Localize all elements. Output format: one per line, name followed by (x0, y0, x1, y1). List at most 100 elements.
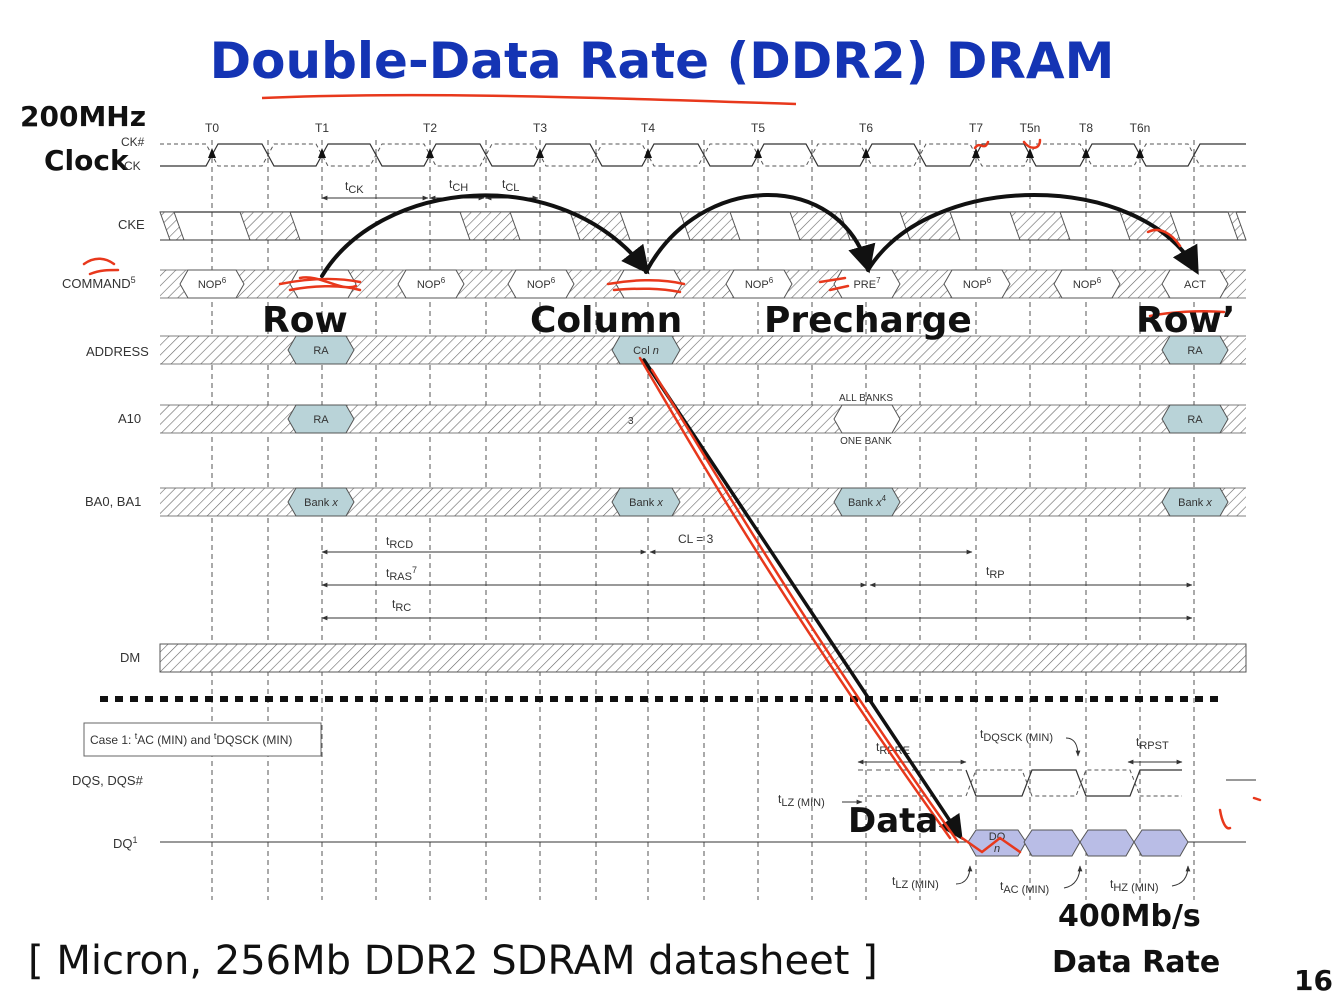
tck-measure: tCK tCH tCL (321, 177, 539, 201)
annotation-precharge: Precharge (764, 300, 972, 341)
dm-hatch (159, 643, 1247, 673)
svg-text:tDQSCK (MIN): tDQSCK (MIN) (980, 727, 1053, 744)
signal-label-dqs: DQS, DQS# (72, 773, 144, 788)
a10-all-banks: ALL BANKS (839, 393, 893, 404)
dq-bus: DOn (160, 829, 1246, 857)
timing-spans: tRCD CL = 3 tRAS7 tRP tRC (321, 532, 1193, 621)
tcl-label: CL (505, 182, 519, 194)
svg-text:Bank x: Bank x (1178, 497, 1212, 509)
annotation-rate: 400Mb/s (1058, 899, 1201, 934)
command-bus: NOP6 NOP6 NOP6 NOP6 PRE7 NOP6 NOP6 ACT (160, 269, 1246, 299)
a10-pre-t6 (833, 404, 901, 434)
svg-text:tRC: tRC (392, 597, 411, 614)
svg-text:PRE7: PRE7 (853, 276, 881, 291)
tcl-t: t (502, 177, 506, 191)
clock-label-word: Clock (44, 144, 130, 177)
ck-waveform (160, 143, 1246, 167)
svg-text:tRP: tRP (986, 564, 1005, 581)
svg-text:NOP6: NOP6 (527, 276, 556, 291)
tick-label-t6: T6 (859, 121, 873, 135)
signal-label-address: ADDRESS (86, 344, 149, 359)
dq-beat-3 (1133, 829, 1189, 857)
tick-label-t8: T8 (1079, 121, 1093, 135)
annotation-row: Row (262, 300, 348, 341)
pen-arcs (320, 193, 1199, 841)
dq-beat-1 (1023, 829, 1081, 857)
svg-text:NOP6: NOP6 (1073, 276, 1102, 291)
tlz-upper-label: LZ (MIN) (781, 797, 824, 809)
clock-gridlines (211, 140, 1195, 900)
signal-label-ba: BA0, BA1 (85, 494, 141, 509)
dq-n-label: n (994, 843, 1000, 855)
tick-label-t5: T5 (751, 121, 765, 135)
tac-label: AC (MIN) (1003, 884, 1049, 896)
red-ink (82, 138, 1262, 854)
signal-label-dm: DM (120, 650, 140, 665)
tick-label-t1: T1 (315, 121, 329, 135)
tick-label-t7: T7 (969, 121, 983, 135)
annotation-rate-unit: Data Rate (1052, 945, 1220, 980)
svg-text:tHZ (MIN): tHZ (MIN) (1110, 877, 1159, 894)
svg-text:tRPST: tRPST (1136, 735, 1169, 752)
tch-label: CH (452, 182, 468, 194)
trc-label: RC (395, 602, 411, 614)
cmd-read-t4 (615, 269, 683, 299)
signal-label-ck-hash: CK# (121, 135, 145, 149)
slide-title: Double-Data Rate (DDR2) DRAM (210, 32, 1115, 90)
page-number: 16 (1294, 964, 1333, 997)
annotation-data: Data (848, 801, 938, 841)
tlz-lower-label: LZ (MIN) (895, 879, 938, 891)
trcd-label: RCD (389, 539, 413, 551)
svg-text:RA: RA (313, 345, 329, 357)
dqs-waveform (858, 769, 1256, 797)
a10-note: 3 (628, 416, 634, 427)
svg-text:Col n: Col n (633, 345, 659, 357)
svg-text:Bank x: Bank x (629, 497, 663, 509)
case-box (83, 722, 322, 757)
tdqsck-label: DQSCK (MIN) (983, 732, 1053, 744)
annotation-row-prime: Row’ (1136, 300, 1235, 341)
tick-label-t6n: T6n (1130, 121, 1151, 135)
address-bus: RA Col n RA (160, 335, 1246, 365)
tck-label: CK (348, 184, 364, 196)
signal-label-command: COMMAND5 (62, 275, 136, 291)
svg-text:tCL: tCL (502, 177, 519, 194)
case-box-text: Case 1: tAC (MIN) and tDQSCK (MIN) (90, 731, 292, 747)
svg-text:tCH: tCH (449, 177, 468, 194)
tick-label-t5n: T5n (1020, 121, 1041, 135)
svg-text:NOP6: NOP6 (963, 276, 992, 291)
cke-waveform (159, 211, 1247, 241)
a10-bus: RA RA (160, 404, 1246, 434)
dq-beat-2 (1079, 829, 1135, 857)
tick-label-t4: T4 (641, 121, 655, 135)
trp-label: RP (989, 569, 1004, 581)
tick-label-t3: T3 (533, 121, 547, 135)
tras-label: RAS (389, 571, 412, 583)
svg-text:tLZ (MIN): tLZ (MIN) (778, 792, 825, 809)
signal-label-dq: DQ1 (113, 835, 138, 851)
bank-address-bus: Bank x Bank x Bank x4 Bank x (160, 487, 1246, 517)
svg-text:Bank x4: Bank x4 (848, 494, 887, 509)
citation: [ Micron, 256Mb DDR2 SDRAM datasheet ] (28, 938, 878, 984)
svg-text:Bank x: Bank x (304, 497, 338, 509)
svg-text:tAC (MIN): tAC (MIN) (1000, 879, 1049, 896)
svg-text:tRCD: tRCD (386, 534, 413, 551)
tick-label-t2: T2 (423, 121, 437, 135)
tch-t: t (449, 177, 453, 191)
svg-text:tCK: tCK (345, 179, 364, 196)
tck-t: t (345, 179, 349, 193)
svg-text:ACT: ACT (1184, 279, 1206, 291)
clock-label-freq: 200MHz (20, 100, 146, 133)
svg-text:tLZ (MIN): tLZ (MIN) (892, 874, 939, 891)
svg-text:NOP6: NOP6 (198, 276, 227, 291)
signal-label-a10: A10 (118, 411, 141, 426)
trpst-label: RPST (1139, 740, 1169, 752)
cl3-label: CL = 3 (678, 532, 714, 546)
svg-text:NOP6: NOP6 (745, 276, 774, 291)
a10-one-bank: ONE BANK (840, 436, 892, 447)
dqs-timing: tRPRE tDQSCK (MIN) tRPST tLZ (MIN) tLZ (… (778, 727, 1191, 896)
title-underline-ink (261, 93, 797, 106)
svg-text:RA: RA (1187, 414, 1203, 426)
svg-text:RA: RA (313, 414, 329, 426)
